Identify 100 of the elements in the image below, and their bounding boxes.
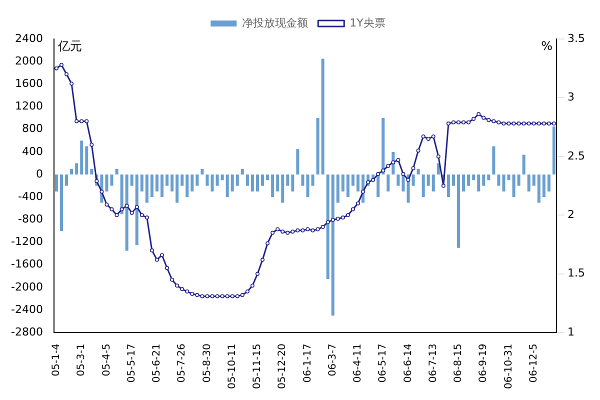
bar xyxy=(497,174,500,186)
bar xyxy=(457,174,460,248)
bar xyxy=(135,174,138,246)
bar xyxy=(507,174,510,180)
bar xyxy=(382,118,385,175)
y-tick-label: 800 xyxy=(22,122,43,136)
x-tick-label: 06-10-31 xyxy=(503,344,514,389)
bar xyxy=(306,174,310,198)
bar xyxy=(336,174,340,203)
y-tick-label: -1600 xyxy=(10,258,43,271)
bar xyxy=(206,174,209,186)
bar xyxy=(65,174,68,186)
x-tick-label: 05-12-20 xyxy=(277,344,288,389)
bar xyxy=(271,174,274,198)
bar xyxy=(396,174,400,186)
bar xyxy=(180,174,184,186)
bar xyxy=(422,174,425,198)
bar xyxy=(186,174,189,198)
bar xyxy=(321,58,324,175)
bar xyxy=(492,146,496,175)
y-tick-label: -400 xyxy=(18,190,43,203)
x-tick-label: 06-1-17 xyxy=(302,344,314,383)
bar xyxy=(105,174,108,192)
bar xyxy=(487,174,490,180)
bar xyxy=(230,174,234,192)
bar xyxy=(386,174,390,192)
bar xyxy=(70,168,74,175)
bar xyxy=(266,174,270,180)
bar xyxy=(482,174,486,186)
bar xyxy=(276,174,280,192)
y2-tick-label: 2 xyxy=(568,208,575,222)
y-tick-label: 1600 xyxy=(14,77,43,90)
bar xyxy=(281,174,284,203)
bar xyxy=(110,174,114,186)
y-tick-label: 1200 xyxy=(14,100,43,113)
bar xyxy=(542,174,546,198)
bar xyxy=(75,163,78,175)
bar xyxy=(512,174,516,198)
y-axis-title: 亿元 xyxy=(56,39,82,54)
x-tick-label: 05-6-21 xyxy=(152,344,163,383)
bar xyxy=(166,174,169,186)
bar xyxy=(462,174,466,192)
y-tick-label: 2000 xyxy=(14,54,43,68)
x-tick-label: 05-1-4 xyxy=(51,344,62,376)
x-tick-label: 06-12-5 xyxy=(528,344,540,383)
bar xyxy=(85,146,88,175)
y-tick-label: -2000 xyxy=(10,280,43,294)
x-tick-label: 05-3-1 xyxy=(76,344,88,376)
bar xyxy=(537,174,540,203)
x-tick-label: 06-6-14 xyxy=(402,344,414,383)
bar xyxy=(176,174,179,203)
bar xyxy=(246,174,249,186)
bar xyxy=(346,174,350,198)
bar xyxy=(412,174,415,186)
x-tick-label: 06-8-15 xyxy=(453,344,464,383)
bar xyxy=(432,174,435,192)
bar xyxy=(351,174,354,186)
bar xyxy=(532,174,536,186)
bar xyxy=(226,174,229,198)
bar xyxy=(60,174,64,231)
bar xyxy=(125,174,128,251)
y2-tick-label: 3.5 xyxy=(568,32,586,45)
bar xyxy=(291,174,294,192)
x-tick-label: 06-7-13 xyxy=(428,344,439,383)
bar xyxy=(220,174,224,180)
y-tick-label: -2800 xyxy=(10,325,43,338)
bar xyxy=(130,174,134,186)
y-tick-label: 0 xyxy=(36,167,43,180)
bar xyxy=(547,174,550,192)
x-tick-label: 05-11-15 xyxy=(252,344,264,389)
bar xyxy=(341,174,344,192)
bar xyxy=(196,174,199,186)
bar xyxy=(426,174,430,186)
x-tick-label: 05-4-5 xyxy=(101,344,112,376)
bar xyxy=(261,174,264,186)
bar xyxy=(120,174,124,214)
bar xyxy=(140,174,144,192)
bar xyxy=(160,174,164,198)
bar xyxy=(115,168,118,175)
y-tick-label: -1200 xyxy=(10,235,43,248)
y-tick-label: -2400 xyxy=(10,302,43,316)
bar xyxy=(301,174,304,186)
y2-tick-label: 1 xyxy=(568,325,575,338)
bar xyxy=(326,174,330,279)
bar xyxy=(190,174,194,192)
bar xyxy=(522,154,526,175)
bar xyxy=(200,168,204,175)
bar xyxy=(240,168,244,175)
bar xyxy=(472,174,476,180)
bar xyxy=(356,174,360,192)
x-tick-label: 06-5-17 xyxy=(378,344,389,383)
y-tick-label: 400 xyxy=(22,144,43,158)
bar xyxy=(331,174,334,316)
bar xyxy=(527,174,530,192)
legend-label: 净投放现金额 xyxy=(242,16,308,30)
bar xyxy=(467,174,470,186)
bar xyxy=(296,149,300,175)
x-tick-label: 05-8-30 xyxy=(202,344,213,383)
legend-label: 1Y央票 xyxy=(350,16,386,30)
y-tick-label: 2400 xyxy=(14,32,43,45)
